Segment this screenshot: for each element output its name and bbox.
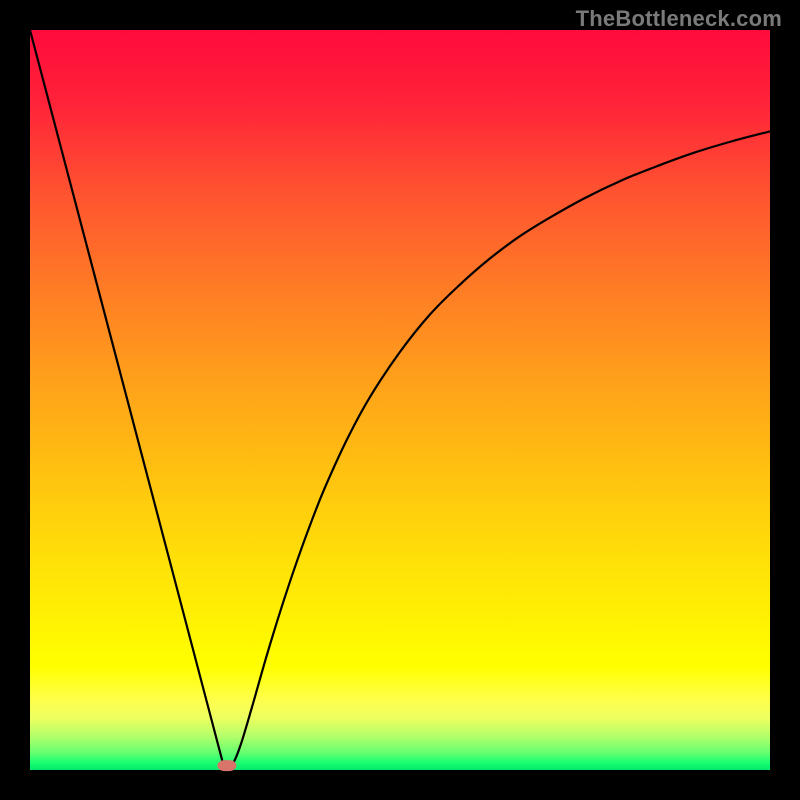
minimum-marker	[217, 760, 236, 772]
curve-right-branch	[227, 131, 770, 770]
chart-container: TheBottleneck.com	[0, 0, 800, 800]
plot-area	[30, 30, 770, 770]
curve-left-branch	[30, 30, 227, 770]
watermark-text: TheBottleneck.com	[576, 6, 782, 32]
curve-layer	[30, 30, 770, 770]
